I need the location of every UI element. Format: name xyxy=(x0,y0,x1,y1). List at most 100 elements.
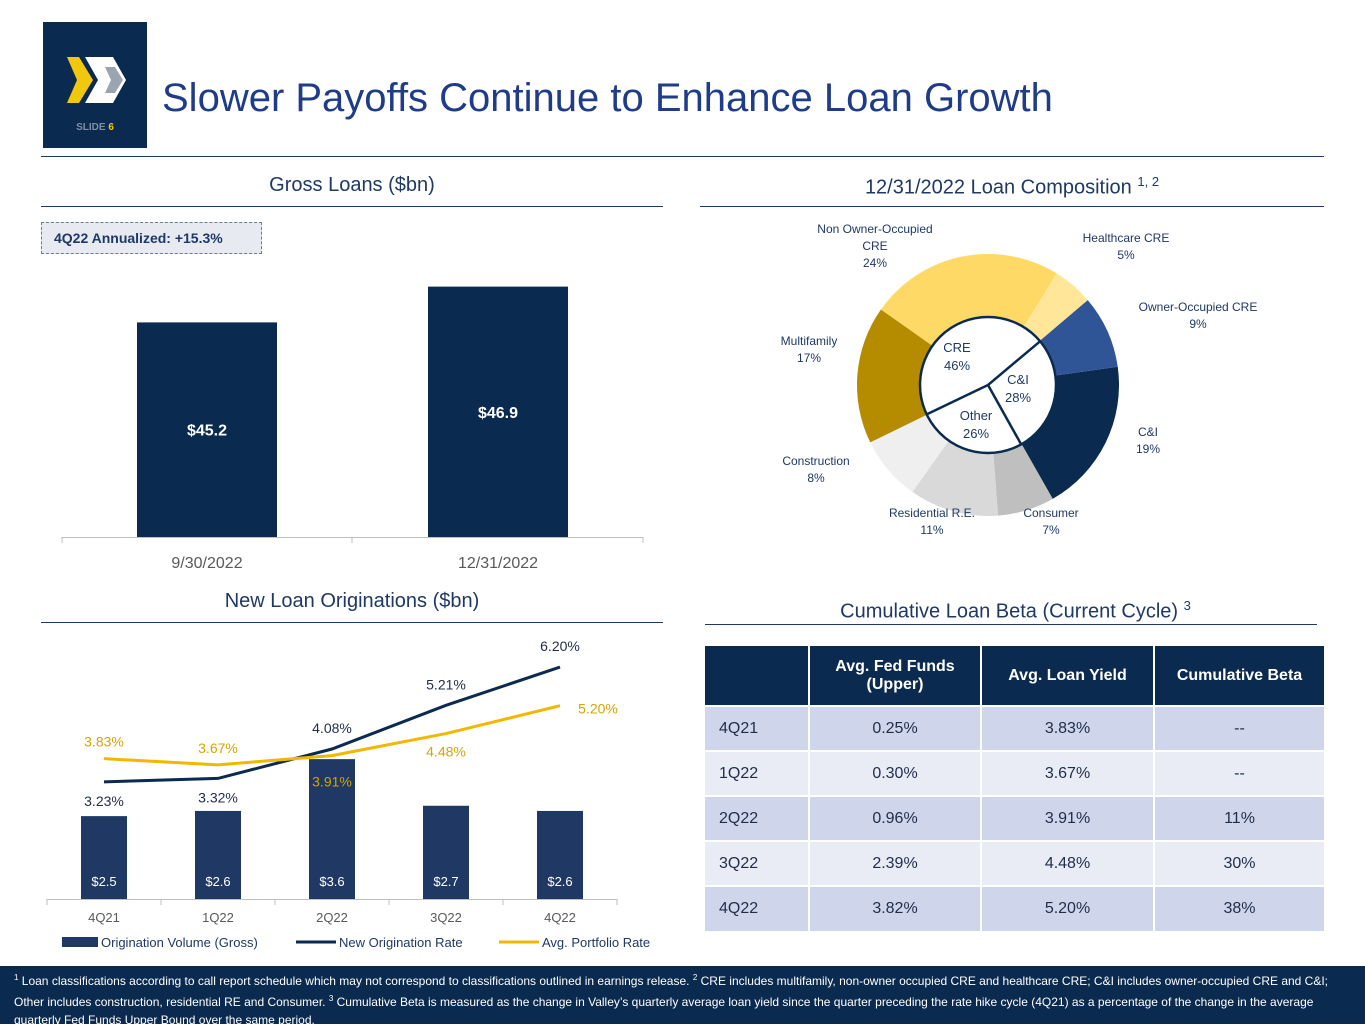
segment-value: 5% xyxy=(1117,248,1135,262)
bar xyxy=(423,805,469,899)
donut-segment xyxy=(993,444,1053,516)
segment-value: 9% xyxy=(1189,317,1207,331)
table-row: 3Q22 2.39% 4.48% 30% xyxy=(705,840,1326,886)
data-label: $3.6 xyxy=(319,874,344,889)
data-label: 3.32% xyxy=(198,789,238,805)
table-cell: 4Q21 xyxy=(705,705,810,751)
bar xyxy=(428,286,568,537)
segment-label: C&I xyxy=(1138,425,1158,439)
table-cell: 30% xyxy=(1154,840,1326,886)
data-label: 4.48% xyxy=(426,744,466,760)
company-logo: SLIDE 6 xyxy=(43,22,147,148)
table-cell: 3.67% xyxy=(981,750,1155,796)
inner-label: C&I xyxy=(1007,372,1029,387)
gross-loans-title: Gross Loans ($bn) xyxy=(269,174,435,196)
segment-value: 8% xyxy=(807,471,825,485)
table-row: 4Q21 0.25% 3.83% -- xyxy=(705,705,1326,751)
legend-label: Origination Volume (Gross) xyxy=(101,935,258,950)
beta-title: Cumulative Loan Beta (Current Cycle) 3 xyxy=(840,598,1191,623)
inner-divider xyxy=(926,383,989,416)
inner-divider xyxy=(986,384,1023,445)
donut-segment xyxy=(880,253,1057,346)
table-cell: 11% xyxy=(1154,795,1326,841)
x-tick-label: 2Q22 xyxy=(316,910,348,925)
series-line xyxy=(103,704,561,767)
legend-label: Avg. Portfolio Rate xyxy=(542,935,650,950)
loan-beta-table: Avg. Fed Funds (Upper) Avg. Loan Yield C… xyxy=(705,646,1326,931)
table-cell: -- xyxy=(1154,705,1326,751)
segment-value: 11% xyxy=(920,523,943,537)
title-divider xyxy=(41,156,1324,157)
table-cell: 3.91% xyxy=(981,795,1155,841)
table-cell: 2.39% xyxy=(809,840,982,886)
table-row: 4Q22 3.82% 5.20% 38% xyxy=(705,885,1326,931)
bar xyxy=(309,759,355,899)
table-cell: 3.83% xyxy=(981,705,1155,751)
donut-segment xyxy=(1039,300,1118,376)
data-label: 5.20% xyxy=(578,701,618,717)
segment-label: Construction xyxy=(782,454,849,468)
segment-value: 19% xyxy=(1136,442,1160,456)
segment-label: Multifamily xyxy=(781,334,838,348)
donut-segment xyxy=(857,309,933,443)
data-label: 3.83% xyxy=(84,734,124,750)
divider xyxy=(700,206,1324,207)
footnotes: 1 Loan classifications according to call… xyxy=(0,966,1365,1027)
table-cell: 0.25% xyxy=(809,705,982,751)
table-cell: 5.20% xyxy=(981,885,1155,931)
segment-label: Residential R.E. xyxy=(889,506,975,520)
x-tick-label: 4Q21 xyxy=(88,910,120,925)
table-cell: 0.96% xyxy=(809,795,982,841)
data-label: 3.23% xyxy=(84,793,124,809)
segment-value: 17% xyxy=(797,351,821,365)
bar xyxy=(137,322,277,537)
table-cell: 3Q22 xyxy=(705,840,810,886)
donut-segment xyxy=(1023,273,1088,341)
x-tick-label: 4Q22 xyxy=(544,910,576,925)
segment-label: Healthcare CRE xyxy=(1083,231,1170,245)
legend-label: New Origination Rate xyxy=(339,935,463,950)
loan-composition-donut: C&I 28% Other 26% CRE 46% C&I 19% Consumer 7% Resi… xyxy=(781,222,1258,537)
bar xyxy=(81,816,127,899)
segment-label: Consumer xyxy=(1023,506,1078,520)
data-label: $2.5 xyxy=(91,874,116,889)
segment-value: 24% xyxy=(863,256,887,270)
originations-title: New Loan Originations ($bn) xyxy=(224,590,480,612)
bar xyxy=(195,810,241,899)
inner-value: 26% xyxy=(963,426,989,441)
table-header: Cumulative Beta xyxy=(1154,646,1326,706)
table-cell: 4Q22 xyxy=(705,885,810,931)
data-label: 5.21% xyxy=(426,676,466,692)
table-cell: 1Q22 xyxy=(705,750,810,796)
donut-segment xyxy=(870,414,949,493)
inner-divider xyxy=(987,340,1041,386)
table-cell: 0.30% xyxy=(809,750,982,796)
originations-chart: $2.5 4Q21 $2.6 1Q22 $3.6 2Q22 $2.7 3Q22 $2.6 4Q22… xyxy=(46,638,650,950)
segment-label: Owner-Occupied CRE xyxy=(1139,300,1258,314)
table-header: Avg. Fed Funds (Upper) xyxy=(809,646,982,706)
data-label: 3.67% xyxy=(198,740,238,756)
slide-number: SLIDE 6 xyxy=(76,122,114,133)
x-tick-label: 12/31/2022 xyxy=(458,555,538,572)
table-cell: -- xyxy=(1154,750,1326,796)
data-label: $46.9 xyxy=(478,405,518,422)
page-title: Slower Payoffs Continue to Enhance Loan … xyxy=(162,76,1053,120)
legend-swatch xyxy=(62,937,98,947)
donut-segment xyxy=(1021,366,1119,499)
x-tick-label: 1Q22 xyxy=(202,910,234,925)
divider xyxy=(41,206,663,207)
gross-loans-chart: $45.2 9/30/2022 $46.9 12/31/2022 xyxy=(61,286,644,572)
divider xyxy=(41,622,663,623)
data-label: $2.6 xyxy=(547,874,572,889)
bar xyxy=(537,810,583,899)
table-cell: 4.48% xyxy=(981,840,1155,886)
inner-value: 28% xyxy=(1005,390,1031,405)
x-tick-label: 3Q22 xyxy=(430,910,462,925)
x-tick-label: 9/30/2022 xyxy=(171,555,242,572)
segment-value: 7% xyxy=(1042,523,1060,537)
segment-label: CRE xyxy=(862,239,887,253)
annualized-growth-callout: 4Q22 Annualized: +15.3% xyxy=(41,222,262,254)
divider xyxy=(705,624,1317,625)
inner-label: CRE xyxy=(943,340,971,355)
data-label: 6.20% xyxy=(540,638,580,654)
